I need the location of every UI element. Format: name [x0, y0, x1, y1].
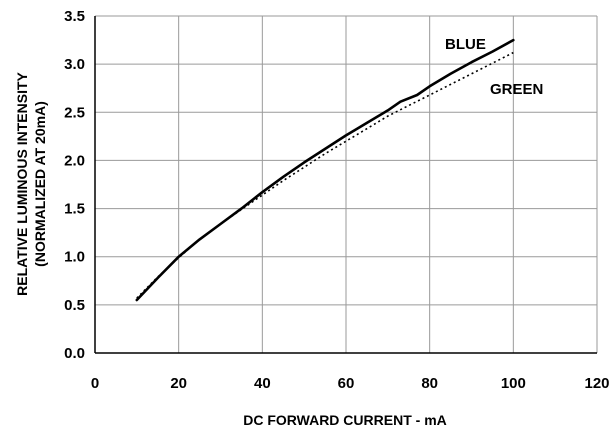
x-tick-label-6: 120: [584, 375, 609, 392]
x-tick-label-5: 100: [501, 375, 526, 392]
series-line-blue: [135, 38, 515, 302]
y-axis-title-line-1: RELATIVE LUMINOUS INTENSITY: [14, 71, 30, 295]
y-tick-label-0: 0.0: [64, 345, 85, 362]
x-tick-label-4: 80: [421, 375, 438, 392]
x-axis-title: DC FORWARD CURRENT - mA: [243, 412, 447, 428]
series-line-green: [136, 51, 514, 299]
x-tick-label-0: 0: [91, 375, 99, 392]
y-tick-label-3: 1.5: [64, 201, 85, 218]
x-tick-labels: 0 20 40 60 80 100 120: [91, 375, 610, 392]
series-lines: [135, 38, 515, 302]
y-tick-label-6: 3.0: [64, 56, 85, 73]
x-tick-label-1: 20: [170, 375, 187, 392]
grid-lines: [95, 15, 598, 353]
axes: [94, 16, 597, 354]
series-label-green: GREEN: [490, 81, 543, 98]
x-tick-label-2: 40: [254, 375, 271, 392]
y-tick-label-7: 3.5: [64, 8, 85, 25]
series-label-blue: BLUE: [445, 36, 486, 53]
x-tick-label-3: 60: [338, 375, 355, 392]
y-tick-label-4: 2.0: [64, 152, 85, 169]
y-tick-labels: 0.0 0.5 1.0 1.5 2.0 2.5 3.0 3.5: [64, 8, 85, 362]
y-tick-label-1: 0.5: [64, 297, 85, 314]
y-tick-label-2: 1.0: [64, 249, 85, 266]
y-axis-title-line-2: (NORMALIZED AT 20mA): [32, 101, 48, 267]
y-tick-label-5: 2.5: [64, 104, 85, 121]
